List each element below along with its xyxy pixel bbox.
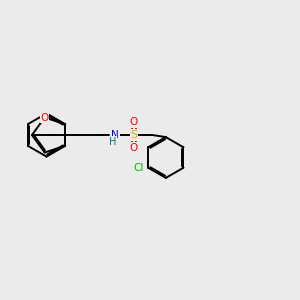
Text: O: O xyxy=(130,143,138,153)
Text: S: S xyxy=(130,130,137,140)
Text: N: N xyxy=(111,130,119,140)
Text: O: O xyxy=(130,117,138,127)
Text: H: H xyxy=(109,136,116,147)
Text: Cl: Cl xyxy=(133,163,144,173)
Text: O: O xyxy=(40,112,49,122)
